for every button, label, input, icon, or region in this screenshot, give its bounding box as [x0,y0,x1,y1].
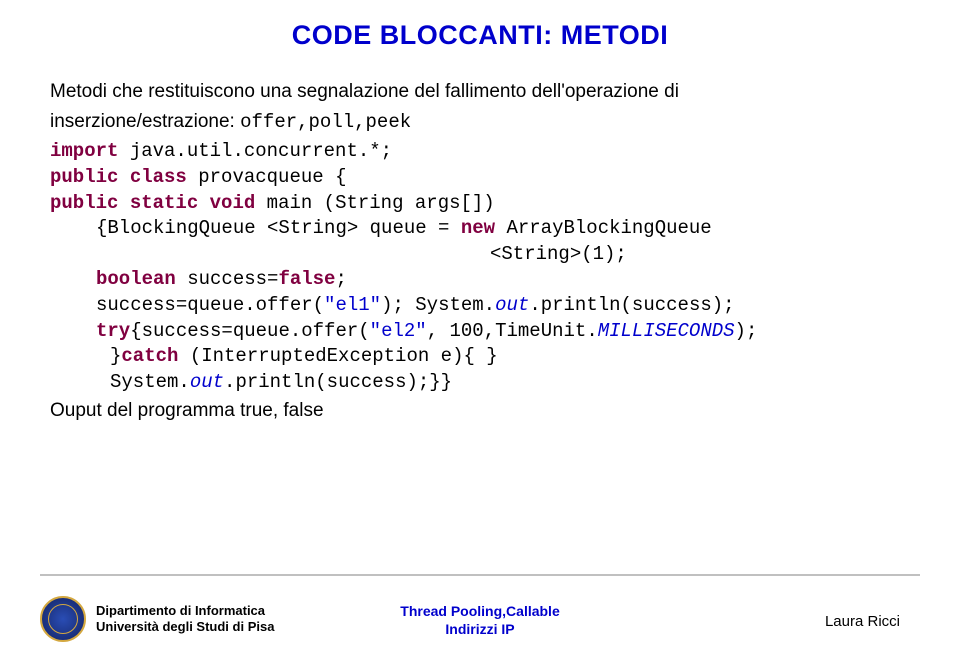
ital-out1: out [495,294,529,316]
footer-author: Laura Ricci [825,613,900,630]
slide-title: CODE BLOCCANTI: METODI [50,20,910,51]
code-l10b: .println(success);}} [224,371,452,393]
ital-out2: out [190,371,224,393]
code-line-2: public class provacqueue { [50,165,910,191]
university-seal-icon [40,596,86,642]
code-line-4: {BlockingQueue <String> queue = new Arra… [50,216,910,242]
uni-name: Università degli Studi di Pisa [96,619,274,635]
code-l8b: , 100,TimeUnit. [427,320,598,342]
kw-false: false [278,268,335,290]
code-l1-rest: java.util.concurrent.*; [118,140,392,162]
code-l6-rest: success= [176,268,279,290]
code-l7c: .println(success); [529,294,734,316]
kw-static: static [130,192,198,214]
code-l10a: System. [110,371,190,393]
code-line-9: }catch (InterruptedException e){ } [50,344,910,370]
code-line-7: success=queue.offer("el1"); System.out.p… [50,293,910,319]
code-l8a: {success=queue.offer( [130,320,369,342]
code-l9b: (InterruptedException e){ } [178,345,497,367]
footer-divider [40,574,920,576]
footer-center-1: Thread Pooling,Callable [400,603,559,621]
code-l4b: ArrayBlockingQueue [495,217,712,239]
kw-catch: catch [121,345,178,367]
university-text: Dipartimento di Informatica Università d… [96,603,274,634]
code-l4a: {BlockingQueue <String> queue = [96,217,461,239]
code-l6-semi: ; [335,268,346,290]
dept-name: Dipartimento di Informatica [96,603,274,619]
code-line-8: try{success=queue.offer("el2", 100,TimeU… [50,319,910,345]
code-l3-rest: main (String args[]) [255,192,494,214]
kw-class: class [130,166,187,188]
kw-try: try [96,320,130,342]
code-l9a: } [110,345,121,367]
footer: Dipartimento di Informatica Università d… [0,582,960,642]
code-l7a: success=queue.offer( [96,294,324,316]
kw-public2: public [50,192,118,214]
code-line-5: <String>(1); [50,242,910,268]
str-el1: "el1" [324,294,381,316]
kw-boolean: boolean [96,268,176,290]
code-line-3: public static void main (String args[]) [50,191,910,217]
code-line-10: System.out.println(success);}} [50,370,910,396]
program-output: Ouput del programma true, false [50,400,910,422]
intro-line-2b: offer,poll,peek [240,111,411,133]
slide-container: CODE BLOCCANTI: METODI Metodi che restit… [0,0,960,656]
code-block: import java.util.concurrent.*; public cl… [50,139,910,395]
footer-center: Thread Pooling,Callable Indirizzi IP [400,603,559,638]
ital-ms: MILLISECONDS [598,320,735,342]
kw-new: new [461,217,495,239]
kw-import: import [50,140,118,162]
footer-left: Dipartimento di Informatica Università d… [40,596,274,642]
code-l7b: ); System. [381,294,495,316]
kw-public: public [50,166,118,188]
code-l8c: ); [735,320,758,342]
footer-center-2: Indirizzi IP [400,621,559,639]
intro-line-2: inserzione/estrazione: offer,poll,peek [50,109,910,136]
kw-void: void [210,192,256,214]
str-el2: "el2" [370,320,427,342]
intro-line-2a: inserzione/estrazione: [50,111,240,132]
code-l2-rest: provacqueue { [187,166,347,188]
code-line-1: import java.util.concurrent.*; [50,139,910,165]
code-line-6: boolean success=false; [50,267,910,293]
intro-line-1: Metodi che restituiscono una segnalazion… [50,79,910,105]
title-text: CODE BLOCCANTI: METODI [292,20,669,50]
